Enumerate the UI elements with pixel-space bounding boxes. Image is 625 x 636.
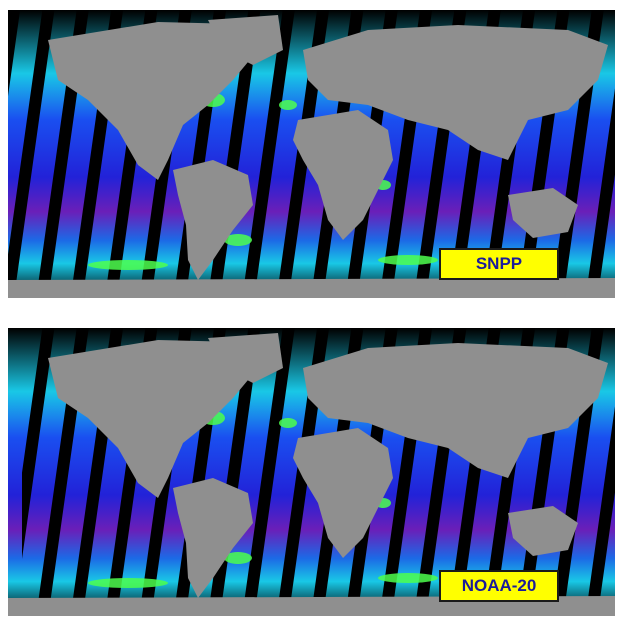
snpp-chlorophyll-map xyxy=(8,10,615,298)
satellite-label-noaa20: NOAA-20 xyxy=(439,570,559,602)
noaa20-map-panel: NOAA-20 xyxy=(8,328,615,616)
satellite-label-snpp: SNPP xyxy=(439,248,559,280)
snpp-map-panel: SNPP xyxy=(8,10,615,298)
noaa20-chlorophyll-map xyxy=(8,328,615,616)
